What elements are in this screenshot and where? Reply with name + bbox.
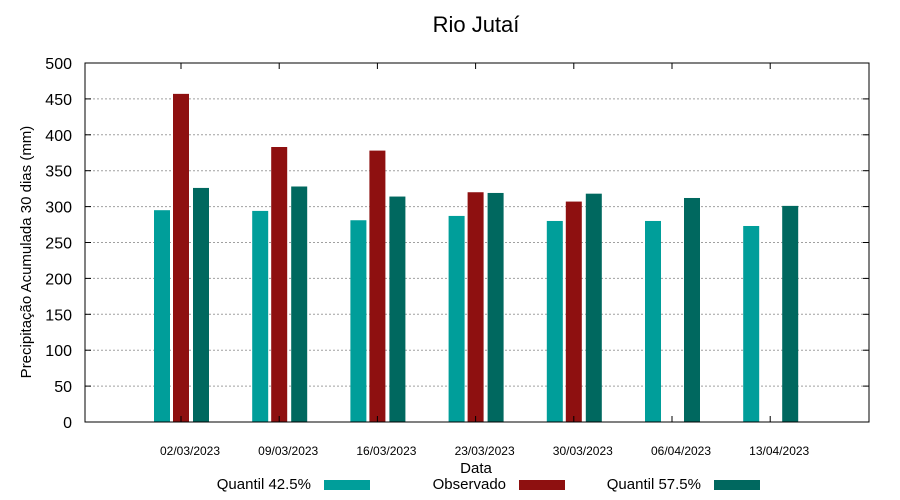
bar	[154, 210, 170, 422]
y-tick-label: 450	[45, 92, 72, 109]
bar	[369, 150, 386, 422]
bar	[173, 93, 189, 423]
bar	[467, 192, 484, 422]
y-tick-label: 150	[45, 307, 72, 324]
y-tick-label: 50	[54, 379, 72, 396]
bar	[565, 201, 582, 422]
x-tick-label: 02/03/2023	[160, 444, 220, 458]
legend-swatch	[324, 480, 370, 490]
y-tick-label: 400	[45, 128, 72, 145]
bar	[252, 210, 269, 422]
x-tick-label: 13/04/2023	[749, 444, 809, 458]
y-tick-label: 250	[45, 236, 72, 253]
bar	[782, 205, 799, 422]
bar	[743, 225, 760, 422]
y-tick-label: 100	[45, 343, 72, 360]
y-tick-labels: 0 50 100 150 200 250 300 350 400 450 500	[45, 56, 869, 432]
y-axis-label: Precipitação Acumulada 30 dias (mm)	[18, 126, 35, 379]
legend-swatch	[519, 480, 565, 490]
bar	[585, 193, 602, 422]
legend-label: Observado	[433, 476, 506, 493]
plot-frame	[84, 62, 870, 423]
bar	[546, 220, 563, 422]
y-tick-label: 200	[45, 271, 72, 288]
bar	[193, 187, 209, 422]
legend: Quantil 42.5% Observado Quantil 57.5%	[217, 476, 760, 493]
y-tick-label: 300	[45, 200, 72, 217]
bar	[448, 215, 465, 422]
x-tick-labels: 02/03/2023 09/03/2023 16/03/2023 23/03/2023…	[160, 63, 810, 458]
bar	[350, 220, 367, 422]
legend-label: Quantil 42.5%	[217, 476, 311, 493]
legend-swatch	[714, 480, 760, 490]
legend-label: Quantil 57.5%	[607, 476, 701, 493]
bar	[389, 196, 406, 422]
x-tick-label: 23/03/2023	[455, 444, 515, 458]
bar	[684, 197, 700, 422]
x-axis-label: Data	[460, 460, 492, 477]
bars	[154, 93, 799, 423]
x-tick-label: 16/03/2023	[356, 444, 416, 458]
chart-title: Rio Jutaí	[433, 12, 520, 37]
bar	[645, 220, 661, 422]
bar	[291, 186, 308, 422]
x-tick-label: 30/03/2023	[553, 444, 613, 458]
y-tick-label: 500	[45, 56, 72, 73]
y-tick-label: 350	[45, 164, 72, 181]
x-tick-label: 09/03/2023	[258, 444, 318, 458]
y-tick-label: 0	[63, 415, 72, 432]
bar	[271, 147, 288, 423]
x-tick-label: 06/04/2023	[651, 444, 711, 458]
bar	[487, 192, 504, 422]
